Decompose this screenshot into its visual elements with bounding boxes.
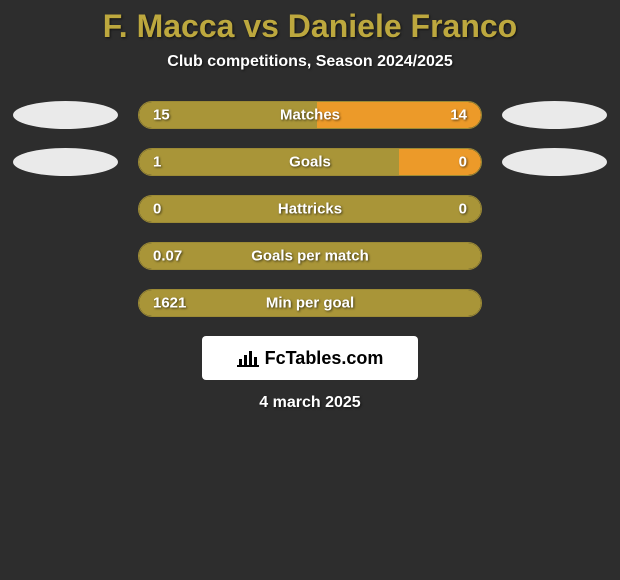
player-right-avatar	[502, 148, 607, 176]
stat-label: Hattricks	[278, 201, 342, 218]
subtitle: Club competitions, Season 2024/2025	[0, 53, 620, 71]
player-left-avatar	[13, 148, 118, 176]
brand-badge[interactable]: FcTables.com	[202, 336, 418, 380]
player-left-avatar	[13, 101, 118, 129]
stat-bar: 1621 Min per goal	[138, 289, 482, 317]
stat-row: 0 0 Hattricks	[0, 195, 620, 223]
stat-row: 1 0 Goals	[0, 148, 620, 176]
stat-value-left: 0	[153, 201, 161, 218]
stat-bar: 15 14 Matches	[138, 101, 482, 129]
comparison-infographic: F. Macca vs Daniele Franco Club competit…	[0, 0, 620, 412]
stat-value-left: 1621	[153, 295, 186, 312]
stat-value-left: 1	[153, 154, 161, 171]
stat-row: 15 14 Matches	[0, 101, 620, 129]
page-title: F. Macca vs Daniele Franco	[0, 8, 620, 45]
stat-label: Goals per match	[251, 248, 369, 265]
stat-label: Min per goal	[266, 295, 354, 312]
stat-value-left: 0.07	[153, 248, 182, 265]
stats-list: 15 14 Matches 1 0 Goals 0 0 Hattricks 0.07 Goals p…	[0, 101, 620, 317]
stat-value-right: 0	[459, 154, 467, 171]
stat-bar: 0 0 Hattricks	[138, 195, 482, 223]
brand-name: FcTables.com	[265, 348, 384, 369]
bar-segment-right	[399, 149, 481, 175]
stat-label: Goals	[289, 154, 331, 171]
stat-bar: 0.07 Goals per match	[138, 242, 482, 270]
stat-row: 0.07 Goals per match	[0, 242, 620, 270]
date-label: 4 march 2025	[0, 394, 620, 412]
stat-value-left: 15	[153, 107, 170, 124]
player-right-avatar	[502, 101, 607, 129]
stat-value-right: 14	[450, 107, 467, 124]
stat-row: 1621 Min per goal	[0, 289, 620, 317]
stat-bar: 1 0 Goals	[138, 148, 482, 176]
stat-label: Matches	[280, 107, 340, 124]
bar-chart-icon	[237, 349, 259, 367]
bar-segment-left	[139, 149, 399, 175]
stat-value-right: 0	[459, 201, 467, 218]
